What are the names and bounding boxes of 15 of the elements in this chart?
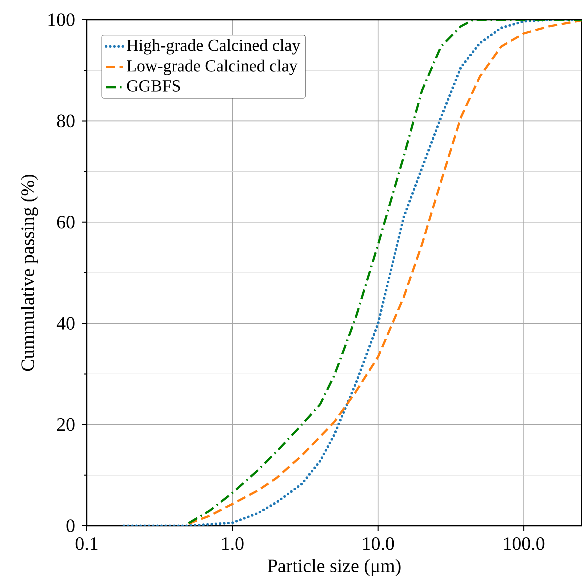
legend-label: High-grade Calcined clay [127, 39, 301, 55]
y-tick-label: 60 [57, 216, 75, 229]
legend-label: GGBFS [127, 80, 180, 92]
y-tick-label: 20 [57, 418, 75, 432]
y-tick-label: 0 [66, 520, 75, 532]
x-tick-label: 10.0 [363, 538, 394, 550]
y-axis-title: Cummulative passing (%) [21, 174, 38, 372]
x-tick-label: 1.0 [222, 538, 244, 550]
y-tick-label: 100 [48, 14, 75, 26]
x-tick-label: 100.0 [504, 538, 545, 550]
y-tick-label: 40 [56, 317, 75, 330]
x-tick-label: 0.1 [76, 538, 98, 550]
x-axis-title: Particle size (μm) [268, 559, 401, 576]
legend-label: Low-grade Calcined clay [127, 60, 298, 76]
y-tick-label: 80 [57, 114, 75, 128]
